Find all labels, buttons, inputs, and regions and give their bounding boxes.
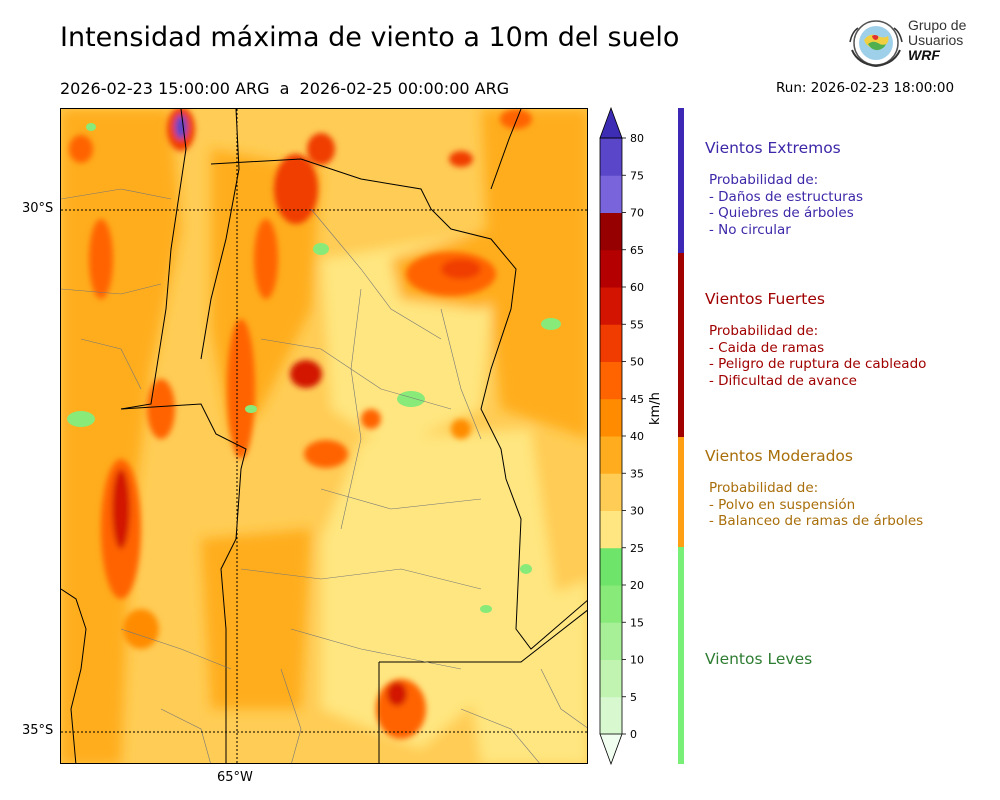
category-line: Probabilidad de: [709,480,819,496]
category-line: - Balanceo de ramas de árboles [709,513,924,529]
category-bar-extremos [678,108,684,253]
lat-label-30s: 30°S [22,201,54,216]
colorbar-tick-label: 60 [630,281,644,294]
category-title-leves: Vientos Leves [705,650,813,668]
colorbar-tick-label: 0 [630,728,637,741]
category-line: - Quiebres de árboles [709,205,854,221]
colorbar-segment [600,622,622,660]
colorbar-unit: km/h [648,392,663,425]
category-line: Probabilidad de: [709,323,819,339]
category-bar-moderados [678,437,684,547]
colorbar-segment [600,547,622,586]
colorbar-tick-label: 5 [630,691,637,704]
colorbar-tick-label: 30 [630,505,644,518]
colorbar-segment [600,175,622,213]
colorbar-tick-label: 55 [630,318,644,331]
category-title-extremos: Vientos Extremos [705,139,841,157]
colorbar-extend-low [599,733,623,766]
colorbar-segment [600,324,622,362]
wind-field [61,109,587,763]
colorbar-tick-label: 50 [630,356,644,369]
grupo-usuarios-wrf-logo: Grupo de Usuarios WRF [846,16,976,74]
category-title-moderados: Vientos Moderados [705,447,853,465]
category-line: - Caida de ramas [709,339,825,356]
colorbar-segment [600,473,622,511]
colorbar-segment [600,138,622,176]
map-title: Intensidad máxima de viento a 10m del su… [60,22,680,53]
colorbar-segment [600,212,622,251]
logo-line-2: Usuarios [908,32,964,48]
category-desc-extremos: Probabilidad de: - Daños de estructuras … [709,172,863,238]
colorbar-segment [600,249,622,288]
globe-emblem-icon [849,20,903,68]
wind-map [60,108,588,764]
colorbar-tick-label: 35 [630,467,644,480]
logo-line-3: WRF [908,47,940,63]
category-line: - Daños de estructuras [709,188,864,205]
category-desc-fuertes: Probabilidad de: - Caida de ramas - Peli… [709,323,926,389]
colorbar-tick-label: 15 [630,616,644,629]
colorbar-segment [600,696,622,735]
category-bar-leves [678,547,684,764]
category-title-fuertes: Vientos Fuertes [705,290,825,308]
colorbar-tick-label: 10 [630,654,644,667]
category-line: - Dificultad de avance [709,372,857,389]
colorbar-segment [600,659,622,698]
colorbar-segment [600,510,622,549]
light-wind-patches [67,123,561,613]
category-line: - No circular [709,221,791,238]
colorbar-segment [600,585,622,623]
graticule [61,109,587,763]
category-bar-fuertes [678,253,684,437]
category-line: - Peligro de ruptura de cableado [709,356,927,372]
colorbar-segment [600,287,622,325]
colorbar-tick-label: 80 [630,132,644,145]
colorbar-tick-label: 20 [630,579,644,592]
colorbar-tick-label: 75 [630,169,644,182]
colorbar: 0 5 10 15 20 25 30 35 40 45 50 55 60 65 70 75 80 [596,104,666,774]
colorbar-extend-high [599,106,623,139]
colorbar-segment [600,361,622,400]
colorbar-segment [600,436,622,474]
lat-label-35s: 35°S [22,723,54,738]
colorbar-tick-label: 40 [630,430,644,443]
run-timestamp: Run: 2026-02-23 18:00:00 [776,80,955,96]
colorbar-tick-label: 70 [630,207,644,220]
category-line: Probabilidad de: [709,172,819,188]
lon-label-65w: 65°W [217,770,253,785]
category-line: - Polvo en suspensión [709,496,856,513]
colorbar-tick-label: 45 [630,393,644,406]
colorbar-tick-label: 25 [630,542,644,555]
strong-wind-cells [69,109,532,739]
forecast-period: 2026-02-23 15:00:00 ARG a 2026-02-25 00:… [60,79,510,98]
department-borders [61,188,587,763]
colorbar-segment [600,398,622,437]
colorbar-scale: 0 5 10 15 20 25 30 35 40 45 50 55 60 65 70 75 80 [599,106,644,766]
colorbar-tick-label: 65 [630,244,644,257]
logo-line-1: Grupo de [908,17,967,33]
category-desc-moderados: Probabilidad de: - Polvo en suspensión -… [709,480,923,530]
